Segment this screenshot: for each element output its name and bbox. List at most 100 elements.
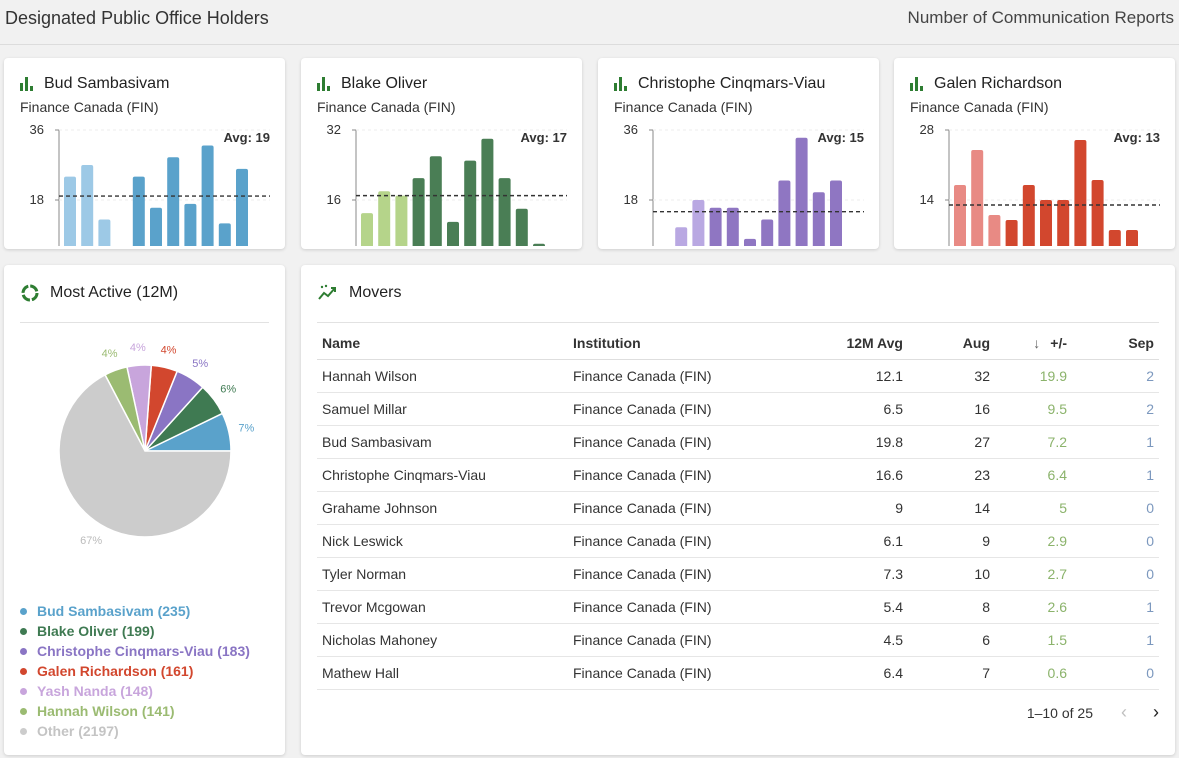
cell-diff: 19.9 — [995, 359, 1072, 393]
y-tick-label: 14 — [920, 192, 934, 207]
table-header-row: Name Institution 12M Avg Aug ↓ +/- Sep — [317, 327, 1159, 360]
bar-chart-icon — [910, 77, 924, 91]
table-row[interactable]: Samuel Millar Finance Canada (FIN) 6.5 16 9.… — [317, 392, 1159, 426]
bar — [675, 227, 688, 246]
cell-institution: Finance Canada (FIN) — [568, 623, 798, 657]
bar — [361, 213, 373, 246]
column-header-avg[interactable]: 12M Avg — [798, 327, 908, 360]
legend-label: Hannah Wilson (141) — [37, 703, 175, 719]
page-header: Designated Public Office Holders Number … — [0, 0, 1179, 45]
pie-chart: 7% 6% 5% 4% 4% 4% 67% — [58, 342, 255, 547]
bar — [533, 243, 545, 246]
bar — [464, 160, 477, 246]
bar — [378, 191, 391, 246]
table-row[interactable]: Nicholas Mahoney Finance Canada (FIN) 4.5 6… — [317, 623, 1159, 657]
cell-sep: 2 — [1072, 359, 1159, 393]
legend-dot-icon — [20, 687, 27, 695]
donut-icon — [21, 284, 39, 302]
table-row[interactable]: Nick Leswick Finance Canada (FIN) 6.1 9 2.9 0 — [317, 524, 1159, 558]
bar-chart-icon — [614, 77, 628, 91]
legend-item[interactable]: Galen Richardson (161) — [20, 661, 250, 681]
column-header-institution[interactable]: Institution — [568, 327, 798, 360]
person-card: Christophe Cinqmars-Viau Finance Canada … — [598, 58, 879, 249]
divider — [20, 322, 269, 323]
average-label: Avg: 15 — [818, 130, 864, 145]
cell-diff: 2.6 — [995, 590, 1072, 624]
pie-label: 4% — [130, 342, 146, 354]
cell-diff: 2.7 — [995, 557, 1072, 591]
chevron-right-icon[interactable]: › — [1153, 702, 1159, 722]
bar — [954, 185, 966, 246]
table-row[interactable]: Hannah Wilson Finance Canada (FIN) 12.1 32 1… — [317, 359, 1159, 393]
cell-sep: 1 — [1072, 590, 1159, 624]
bar — [761, 219, 774, 246]
legend-dot-icon — [20, 707, 27, 715]
pie-slice — [58, 373, 232, 538]
column-header-aug[interactable]: Aug — [908, 327, 995, 360]
legend-item[interactable]: Blake Oliver (199) — [20, 621, 250, 641]
cell-name: Grahame Johnson — [317, 491, 568, 525]
cell-aug: 8 — [908, 590, 995, 624]
cell-aug: 6 — [908, 623, 995, 657]
bar — [447, 221, 459, 246]
movers-table: Name Institution 12M Avg Aug ↓ +/- Sep Ha… — [317, 327, 1159, 690]
cell-aug: 9 — [908, 524, 995, 558]
legend-label: Christophe Cinqmars-Viau (183) — [37, 643, 250, 659]
cell-name: Tyler Norman — [317, 557, 568, 591]
chevron-left-icon[interactable]: ‹ — [1121, 702, 1127, 722]
monthly-bar-chart: 32160ONDJFMAMJJASAvg: 17 — [327, 122, 567, 246]
legend-item[interactable]: Hannah Wilson (141) — [20, 701, 250, 721]
bar — [218, 223, 231, 246]
bar — [481, 138, 494, 246]
cell-institution: Finance Canada (FIN) — [568, 524, 798, 558]
bar — [1057, 200, 1070, 246]
divider — [317, 322, 1159, 323]
cell-name: Samuel Millar — [317, 392, 568, 426]
person-card: Galen Richardson Finance Canada (FIN) 28… — [894, 58, 1175, 249]
legend-item[interactable]: Yash Nanda (148) — [20, 681, 250, 701]
table-row[interactable]: Mathew Hall Finance Canada (FIN) 6.4 7 0.6 0 — [317, 656, 1159, 690]
bar — [515, 208, 528, 246]
person-institution: Finance Canada (FIN) — [614, 99, 753, 115]
pie-label: 4% — [102, 348, 118, 360]
bar — [1022, 185, 1035, 246]
pagination: 1–10 of 25 ‹ › — [1027, 702, 1159, 723]
table-row[interactable]: Grahame Johnson Finance Canada (FIN) 9 14 5 0 — [317, 491, 1159, 525]
person-institution: Finance Canada (FIN) — [20, 99, 159, 115]
cell-avg: 6.5 — [798, 392, 908, 426]
bar — [167, 157, 180, 246]
cell-institution: Finance Canada (FIN) — [568, 491, 798, 525]
legend-item[interactable]: Bud Sambasivam (235) — [20, 601, 250, 621]
cell-name: Nick Leswick — [317, 524, 568, 558]
y-tick-label: 36 — [624, 122, 638, 137]
y-tick-label: 18 — [624, 192, 638, 207]
legend-item[interactable]: Other (2197) — [20, 721, 250, 741]
cell-diff: 0.6 — [995, 656, 1072, 690]
table-row[interactable]: Trevor Mcgowan Finance Canada (FIN) 5.4 8 2.… — [317, 590, 1159, 624]
pie-label: 4% — [161, 345, 177, 357]
cell-avg: 19.8 — [798, 425, 908, 459]
column-header-name[interactable]: Name — [317, 327, 568, 360]
section-title: Most Active (12M) — [50, 284, 179, 301]
column-header-sep[interactable]: Sep — [1072, 327, 1159, 360]
column-header-diff[interactable]: ↓ +/- — [995, 327, 1072, 360]
bar — [429, 156, 442, 246]
person-institution: Finance Canada (FIN) — [317, 99, 456, 115]
table-row[interactable]: Tyler Norman Finance Canada (FIN) 7.3 10 2.7… — [317, 557, 1159, 591]
cell-sep: 0 — [1072, 524, 1159, 558]
trending-icon — [318, 284, 336, 300]
average-label: Avg: 13 — [1114, 130, 1160, 145]
y-tick-label: 32 — [327, 122, 341, 137]
table-row[interactable]: Bud Sambasivam Finance Canada (FIN) 19.8 27… — [317, 425, 1159, 459]
average-label: Avg: 17 — [521, 130, 567, 145]
cell-avg: 9 — [798, 491, 908, 525]
legend-item[interactable]: Christophe Cinqmars-Viau (183) — [20, 641, 250, 661]
cell-sep: 0 — [1072, 656, 1159, 690]
legend-label: Other (2197) — [37, 723, 119, 739]
table-row[interactable]: Christophe Cinqmars-Viau Finance Canada (… — [317, 458, 1159, 492]
person-name: Galen Richardson — [934, 75, 1063, 92]
pie-label: 6% — [220, 384, 236, 396]
bar — [64, 176, 76, 246]
cell-sep: 1 — [1072, 425, 1159, 459]
legend-dot-icon — [20, 647, 27, 655]
